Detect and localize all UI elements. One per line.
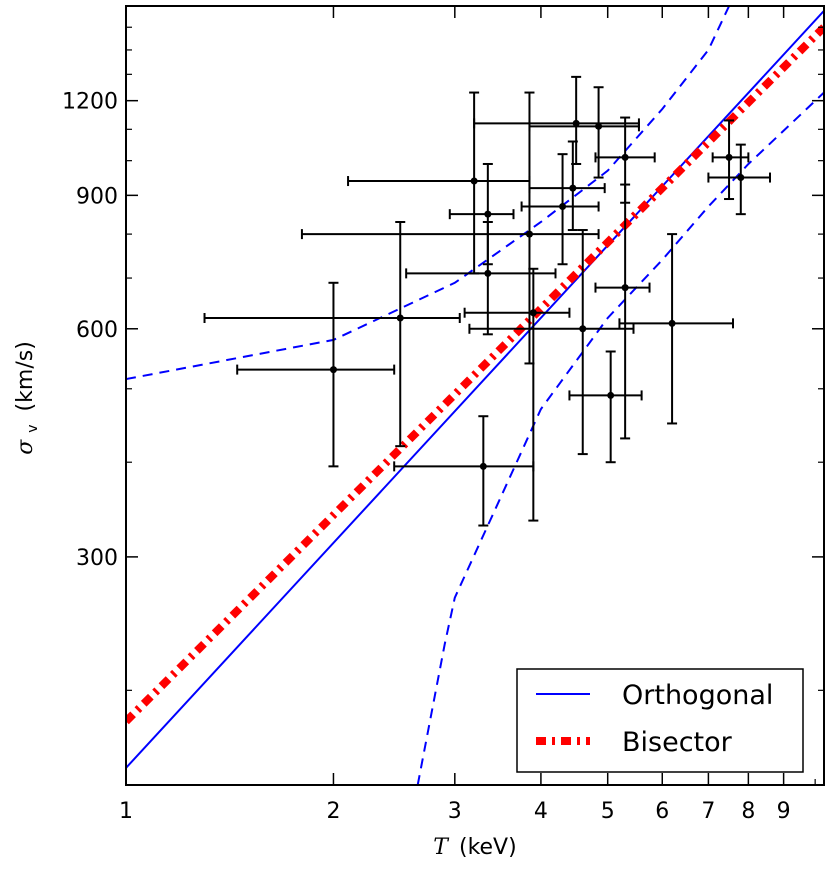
y-tick-label: 1200 [62,90,118,115]
point-marker [595,122,603,130]
data-point [711,119,750,201]
point-marker [484,210,492,218]
point-marker [479,462,487,470]
plot-area [126,6,824,785]
point-marker [329,366,337,374]
data-point [520,153,600,266]
point-marker [579,325,587,333]
data-point [463,267,571,522]
data-point [528,86,640,179]
data-point [468,229,635,456]
plot-frame [125,5,825,786]
y-axis-subscript: v [25,424,41,432]
legend-box [516,668,804,773]
point-marker [484,269,492,277]
legend-orthogonal-label: Orthogonal [622,680,773,711]
data-point [393,415,535,527]
x-axis-unit: (keV) [459,835,517,860]
data-point [618,233,735,425]
x-tick-label: 9 [777,799,791,824]
data-points [203,75,772,527]
point-marker [621,153,629,161]
x-tick-label: 1 [119,799,133,824]
x-tick-label: 3 [448,799,462,824]
axis-ticks [125,6,824,785]
x-tick-label: 4 [534,799,548,824]
fit-lines [126,10,824,769]
data-point [448,162,515,266]
orthogonal-line [126,10,824,769]
point-marker [396,314,404,322]
y-axis-unit: (km/s) [13,341,38,411]
data-point [203,220,461,448]
bisector-line [126,24,824,725]
data-point [473,75,640,165]
x-tick-label: 8 [741,799,755,824]
point-marker [725,153,733,161]
point-marker [572,119,580,127]
y-tick-label: 300 [76,546,118,571]
axis-tick-labels: 1 2 3 4 5 6 7 8 9 300 600 900 1200 [62,90,791,824]
point-marker [525,230,533,238]
point-marker [621,284,629,292]
data-point [528,140,606,232]
point-marker [668,319,676,327]
data-point [347,91,531,275]
x-tick-label: 5 [601,799,615,824]
data-point [405,220,557,336]
data-point [236,281,396,468]
y-tick-label: 600 [76,318,118,343]
point-marker [470,177,478,185]
data-point [707,143,772,216]
x-tick-label: 2 [326,799,340,824]
y-tick-label: 900 [76,184,118,209]
point-marker [607,391,615,399]
point-marker [529,309,537,317]
point-marker [737,174,745,182]
x-axis-label: T (keV) [433,835,516,860]
x-tick-label: 7 [701,799,715,824]
point-marker [559,203,567,211]
y-axis-label: σ v (km/s) [13,341,43,455]
legend: Orthogonal Bisector [516,668,804,773]
legend-bisector-label: Bisector [622,727,733,758]
x-axis-symbol: T [433,835,450,860]
point-marker [569,184,577,192]
data-point [568,350,643,464]
data-point [300,91,600,365]
x-tick-label: 6 [655,799,669,824]
y-axis-symbol: σ [13,439,38,455]
